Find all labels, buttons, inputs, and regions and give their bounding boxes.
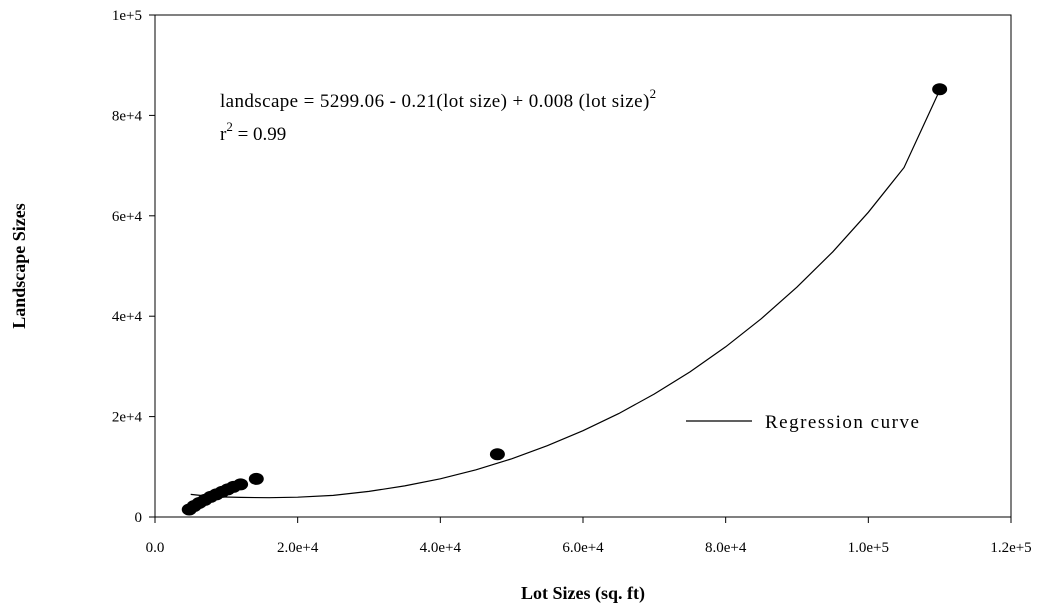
x-axis-ticks: 0.0 2.0e+4 4.0e+4 6.0e+4 8.0e+4 1.0e+5 1.2e+5	[146, 517, 1032, 556]
y-axis-title: Landscape Sizes	[9, 203, 29, 329]
r2-exponent: 2	[226, 119, 233, 134]
r2-prefix: r	[220, 124, 227, 145]
legend: Regression curve	[686, 412, 920, 433]
y-tick-label: 8e+4	[112, 108, 143, 124]
x-axis-title: Lot Sizes (sq. ft)	[521, 583, 645, 604]
data-point	[233, 478, 249, 491]
data-point	[248, 472, 264, 485]
equation-main: landscape = 5299.06 - 0.21(lot size) + 0…	[220, 91, 650, 112]
x-tick-label: 0.0	[146, 540, 165, 556]
equation-annotation: landscape = 5299.06 - 0.21(lot size) + 0…	[220, 86, 657, 112]
r2-suffix: = 0.99	[233, 124, 286, 145]
data-point	[489, 448, 505, 461]
r-squared-annotation: r2 = 0.99	[220, 119, 286, 145]
legend-label: Regression curve	[765, 412, 920, 433]
y-tick-label: 2e+4	[112, 410, 143, 426]
data-point	[932, 83, 948, 96]
data-points	[181, 83, 948, 516]
x-tick-label: 1.0e+5	[848, 540, 889, 556]
x-tick-label: 2.0e+4	[277, 540, 319, 556]
x-tick-label: 8.0e+4	[705, 540, 747, 556]
y-tick-label: 4e+4	[112, 309, 143, 325]
x-tick-label: 6.0e+4	[562, 540, 604, 556]
regression-curve	[190, 90, 941, 499]
y-axis-ticks: 0 2e+4 4e+4 6e+4 8e+4 1e+5	[112, 8, 155, 526]
x-tick-label: 4.0e+4	[420, 540, 462, 556]
y-tick-label: 0	[135, 510, 143, 526]
y-tick-label: 6e+4	[112, 209, 143, 225]
y-tick-label: 1e+5	[112, 8, 142, 24]
equation-exponent: 2	[650, 86, 657, 101]
x-tick-label: 1.2e+5	[990, 540, 1031, 556]
